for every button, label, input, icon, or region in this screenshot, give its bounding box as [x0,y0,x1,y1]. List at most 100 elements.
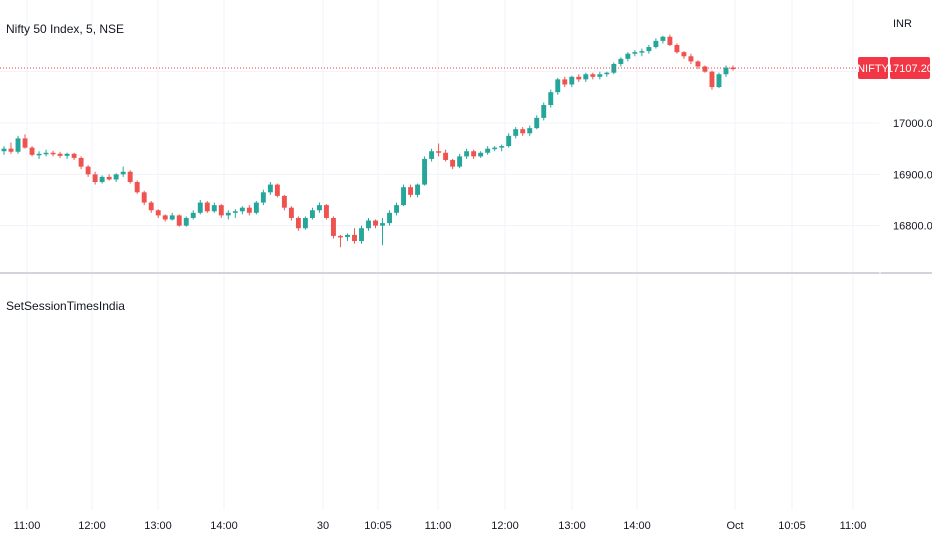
symbol-badge-label: NIFTY [857,63,889,75]
candle-body [639,51,645,53]
x-tick-label: 14:00 [210,520,238,532]
x-tick-label: 11:00 [14,520,41,532]
candle-body [253,202,259,213]
candle-body [64,153,70,156]
candle-body [702,66,708,72]
y-tick-label: 17000.00 [893,118,932,130]
candle-body [387,212,392,224]
candle-body [576,76,582,80]
candle-body [345,234,350,237]
chart-title: Nifty 50 Index, 5, NSE [6,22,125,36]
candle-body [716,74,722,88]
candle-body [478,152,484,157]
candle-body [408,187,414,195]
candle-body [113,174,119,180]
candle-body [569,76,575,85]
candle-body [309,210,315,218]
candle-body [323,205,329,218]
symbol-badge [858,56,888,79]
candle-body [688,56,694,62]
x-tick-label: 30 [317,520,329,532]
candle-body [695,61,701,67]
candle-body [443,152,449,160]
currency-label: INR [893,18,912,30]
candle-body [422,158,428,185]
candle-body [92,174,98,183]
candle-body [246,207,252,213]
candle-body [204,202,210,212]
candle-body [85,166,91,175]
candle-body [232,211,238,213]
candle-body [492,147,498,150]
candle-body [366,220,371,229]
candle-body [359,228,364,242]
candle-body [471,151,477,157]
candle-body [197,202,203,213]
candle-body [506,135,512,147]
x-tick-label: 13:00 [558,520,586,532]
candle-body [660,36,666,41]
candle-body [183,217,189,226]
candle-body [436,151,442,153]
candle-body [653,40,659,48]
candle-body [562,79,568,85]
candle-body [330,217,336,236]
candle-body [57,153,63,156]
candle-body [176,215,182,226]
candle-body [352,234,357,242]
candle-body [169,215,175,220]
candle-body [597,74,603,77]
candle-body [225,212,231,216]
candle-body [513,129,519,136]
candle-body [120,171,126,175]
candle-body [148,202,154,211]
candle-body [604,72,610,75]
candle-body [162,215,168,220]
candle-body [632,52,638,54]
candle-body [134,182,140,193]
candle-body [394,205,399,213]
x-tick-label: 11:00 [425,520,452,532]
candle-body [618,58,624,64]
candle-body [288,207,294,218]
candle-body [674,44,680,53]
candle-body [415,184,421,195]
candle-body [106,176,112,180]
candle-body [338,235,343,238]
candle-body [274,184,280,196]
candle-body [373,220,378,226]
candle-body [646,47,652,52]
candle-body [15,138,21,152]
candle-body [302,217,308,229]
last-price-badge [890,56,930,79]
candle-body [295,217,301,229]
x-tick-label: 10:05 [778,520,806,532]
candle-body [401,187,407,206]
candle-body [555,79,561,93]
candle-body [681,52,687,57]
candle-body [316,205,322,211]
candle-body [8,148,14,152]
candle-body [541,105,547,118]
candle-body [281,195,287,208]
candle-body [267,184,273,193]
candle-body [211,205,217,212]
y-tick-label: 16900.00 [893,169,932,181]
candle-body [22,138,28,148]
candle-body [71,153,77,158]
candle-body [190,212,196,218]
indicator-label: SetSessionTimesIndia [6,299,125,313]
candle-body [99,176,105,183]
candle-body [590,74,596,77]
x-tick-label: 14:00 [623,520,651,532]
candle-body [625,53,631,59]
candle-body [527,128,533,134]
candle-body [43,152,49,155]
candle-body [667,36,673,45]
candle-body [78,157,84,167]
candle-body [485,148,491,153]
candle-body [127,171,133,183]
candle-body [50,152,56,155]
x-tick-label: Oct [726,520,743,532]
